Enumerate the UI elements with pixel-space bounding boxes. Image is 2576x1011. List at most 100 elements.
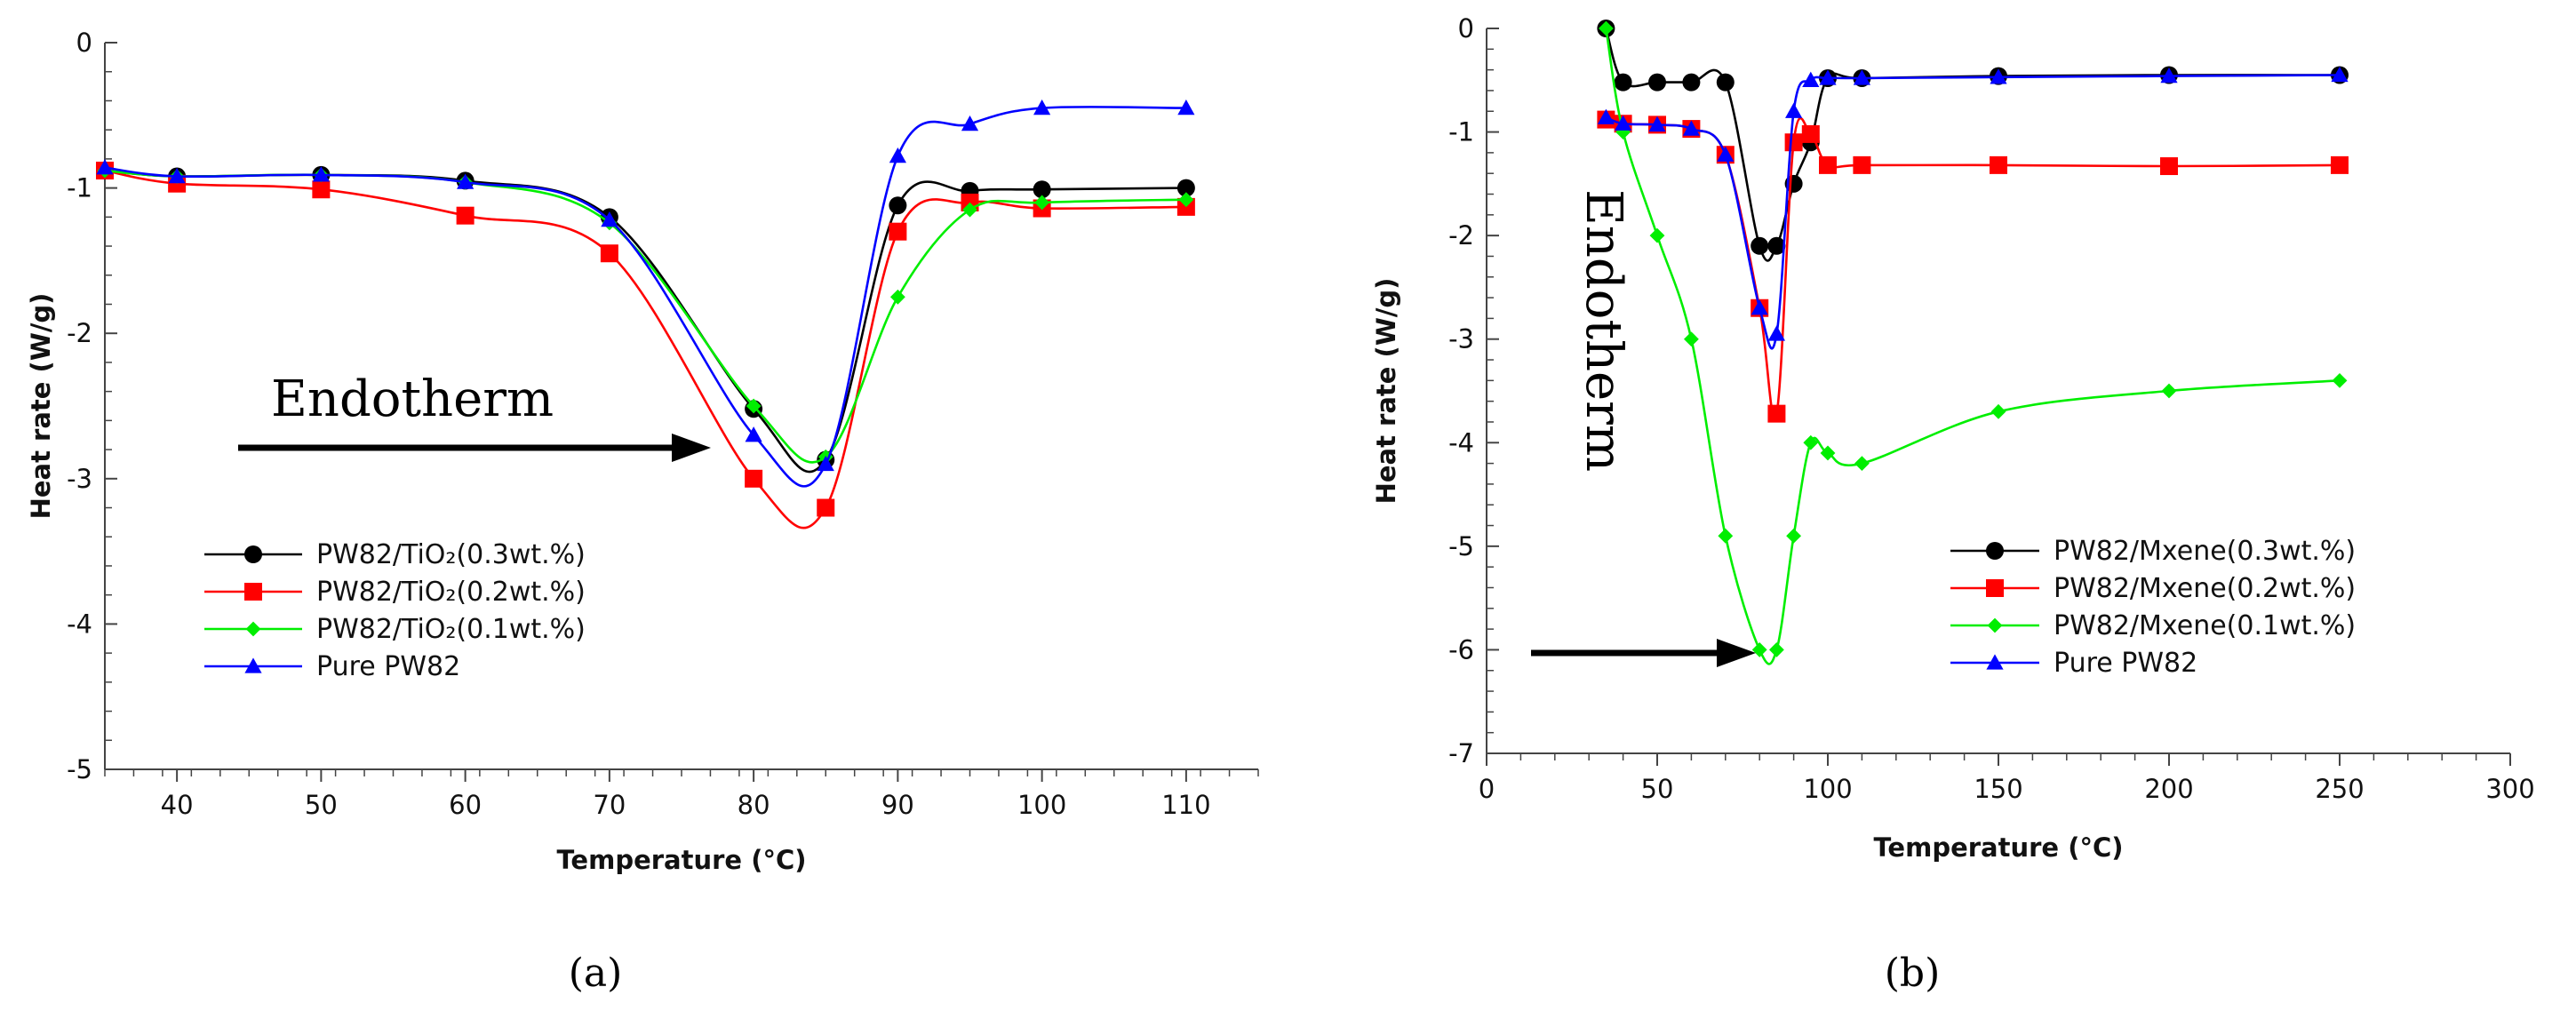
- data-point: [1682, 120, 1700, 136]
- data-point: [601, 211, 618, 227]
- x-axis-title: Temperature (°C): [557, 845, 807, 875]
- series-1: [1597, 20, 2349, 262]
- series-line: [1605, 28, 2341, 665]
- x-tick-label: 100: [1017, 790, 1066, 820]
- data-point: [1853, 69, 1870, 85]
- series-line: [1605, 74, 2341, 350]
- data-point: [1801, 124, 1820, 143]
- x-tick-label: 250: [2315, 774, 2364, 804]
- endotherm-arrow-head: [672, 434, 711, 462]
- data-point: [2160, 68, 2178, 84]
- x-tick-label: 300: [2485, 774, 2534, 804]
- data-point: [456, 206, 475, 225]
- data-point: [1803, 434, 1819, 450]
- data-point: [1751, 299, 1768, 315]
- y-tick-label: -4: [1448, 427, 1474, 458]
- data-point: [745, 426, 762, 442]
- series-line: [104, 169, 1186, 529]
- data-point: [1684, 331, 1699, 347]
- data-point: [2331, 155, 2349, 174]
- legend-swatch-marker: [1986, 579, 2004, 597]
- legend-item: PW82/Mxene(0.3wt.%): [1950, 536, 2356, 567]
- y-axis-title: Heat rate (W/g): [26, 293, 56, 520]
- endotherm-annotation: Endotherm: [1575, 189, 1632, 472]
- data-point: [1597, 108, 1615, 124]
- legend-swatch-marker: [1986, 542, 2004, 560]
- data-point: [1718, 528, 1734, 544]
- endotherm-annotation: Endotherm: [271, 370, 554, 428]
- data-point: [1990, 68, 2007, 84]
- data-point: [962, 202, 977, 218]
- data-point: [1853, 155, 1871, 174]
- legend-item: PW82/TiO₂(0.3wt.%): [204, 539, 586, 570]
- x-tick-label: 50: [1641, 774, 1674, 804]
- data-point: [1033, 100, 1051, 115]
- legend-label: Pure PW82: [2054, 648, 2197, 679]
- data-point: [1767, 236, 1786, 255]
- data-point: [1648, 115, 1666, 132]
- y-tick-label: -3: [1448, 324, 1474, 354]
- data-point: [1648, 73, 1666, 92]
- data-point: [1769, 642, 1784, 657]
- legend-item: Pure PW82: [1950, 648, 2197, 679]
- data-point: [1819, 155, 1837, 174]
- data-point: [2160, 157, 2178, 176]
- legend-swatch-marker: [1986, 654, 2004, 670]
- data-point: [1767, 404, 1786, 423]
- y-tick-label: -4: [67, 609, 92, 639]
- x-tick-label: 110: [1161, 790, 1210, 820]
- legend-label: PW82/TiO₂(0.3wt.%): [316, 539, 586, 570]
- data-point: [1599, 20, 1614, 36]
- y-tick-label: -1: [67, 173, 92, 203]
- data-point: [1767, 325, 1785, 341]
- legend-label: PW82/TiO₂(0.1wt.%): [316, 614, 586, 645]
- data-point: [2332, 372, 2348, 388]
- series-4: [1597, 66, 2349, 350]
- data-point: [1178, 192, 1194, 208]
- endotherm-arrow-head: [1717, 639, 1756, 667]
- data-point: [2331, 66, 2349, 83]
- data-point: [1785, 102, 1803, 118]
- legend-label: PW82/TiO₂(0.2wt.%): [316, 577, 586, 608]
- series-2: [1597, 110, 2349, 423]
- x-tick-label: 40: [161, 790, 194, 820]
- y-tick-label: -5: [1448, 531, 1474, 561]
- series-line: [1606, 116, 2341, 420]
- x-tick-label: 200: [2144, 774, 2193, 804]
- y-tick-label: -2: [1448, 220, 1474, 251]
- x-tick-label: 80: [738, 790, 770, 820]
- data-point: [1751, 642, 1767, 657]
- legend-label: PW82/Mxene(0.3wt.%): [2054, 536, 2356, 567]
- data-point: [312, 180, 331, 199]
- data-point: [1802, 71, 1820, 87]
- data-point: [889, 147, 906, 163]
- data-point: [168, 167, 186, 184]
- y-tick-label: 0: [1458, 13, 1474, 44]
- legend-item: PW82/TiO₂(0.1wt.%): [204, 614, 586, 645]
- data-point: [1176, 179, 1195, 197]
- data-point: [1034, 195, 1050, 211]
- legend-swatch-marker: [244, 583, 262, 601]
- data-point: [1820, 445, 1836, 461]
- data-point: [1854, 456, 1870, 471]
- series-3: [1599, 20, 2348, 665]
- legend-swatch-marker: [244, 657, 262, 673]
- data-point: [2161, 383, 2177, 399]
- series-line: [104, 169, 1186, 474]
- y-tick-label: -2: [67, 318, 92, 348]
- data-point: [745, 469, 763, 488]
- y-axis-title: Heat rate (W/g): [1371, 278, 1401, 505]
- data-point: [1649, 227, 1665, 243]
- data-point: [1615, 115, 1632, 131]
- x-tick-label: 60: [449, 790, 482, 820]
- legend-item: PW82/TiO₂(0.2wt.%): [204, 577, 586, 608]
- x-tick-label: 100: [1803, 774, 1852, 804]
- legend-label: PW82/Mxene(0.2wt.%): [2054, 573, 2356, 604]
- panel-b: 0-1-2-3-4-5-6-70 50 100 150 200 250 300Tempera…: [1371, 13, 2535, 996]
- data-point: [1990, 403, 2006, 419]
- data-point: [1751, 236, 1769, 255]
- data-point: [1716, 73, 1735, 92]
- legend-swatch-marker: [1987, 617, 2003, 633]
- y-tick-label: -7: [1448, 738, 1474, 768]
